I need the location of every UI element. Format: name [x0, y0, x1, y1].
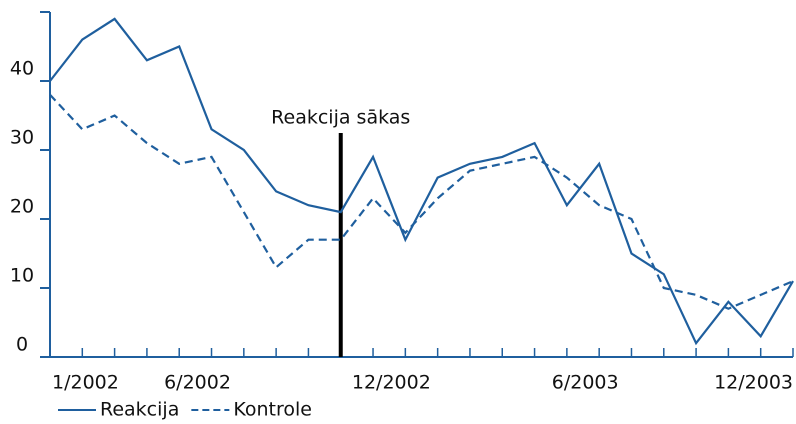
x-tick-label: 12/2003 [714, 372, 793, 394]
x-tick-label: 6/2003 [552, 372, 619, 394]
legend-label: Reakcija [100, 399, 179, 421]
y-tick-label: 30 [10, 127, 34, 149]
y-tick-label: 40 [10, 58, 34, 80]
y-tick-label: 0 [16, 334, 28, 356]
x-tick-label: 1/2002 [52, 372, 119, 394]
series-line [49, 17, 794, 346]
y-tick-label: 20 [10, 196, 34, 218]
legend-label: Kontrole [233, 399, 312, 421]
series-line [49, 94, 794, 310]
x-tick-label: 12/2002 [352, 372, 431, 394]
x-tick-label: 6/2002 [164, 372, 231, 394]
y-tick-label: 10 [10, 265, 34, 287]
annotation-text: Reakcija sākas [271, 107, 410, 129]
